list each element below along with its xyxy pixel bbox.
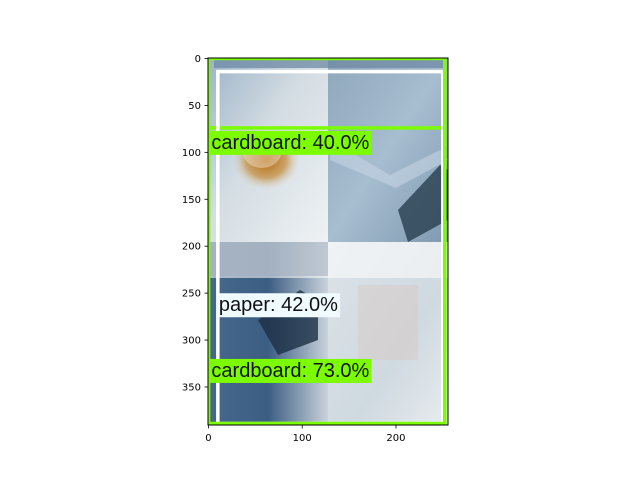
pale-pattern-shape (358, 285, 418, 360)
detection-label-bg (209, 130, 372, 155)
detection-labels: cardboard: 40.0% paper: 42.0% cardboard: 7… (209, 130, 372, 383)
y-tick-label: 250 (182, 289, 201, 300)
detection-label-text: cardboard: 73.0% (211, 360, 369, 382)
y-tick-label: 0 (195, 54, 201, 65)
y-tick-label: 150 (182, 195, 201, 206)
detection-label-bg (216, 293, 341, 318)
detection-label: cardboard: 73.0% (209, 358, 372, 383)
top-strip-shape (214, 60, 444, 68)
x-tick-label: 100 (293, 433, 312, 444)
plastic-crease-shape (398, 165, 448, 242)
x-tick-label: 200 (386, 433, 405, 444)
detection-label-text: cardboard: 40.0% (211, 132, 369, 154)
y-tick-label: 350 (182, 382, 201, 393)
y-tick-label: 300 (182, 336, 201, 347)
white-veil-shape (208, 242, 448, 278)
detection-label: cardboard: 40.0% (209, 130, 372, 155)
plastic-fold-shape (330, 140, 448, 188)
axes-frame (207, 57, 449, 426)
x-tick-label: 0 (205, 433, 211, 444)
detection-label-bg (209, 358, 372, 383)
y-tick-label: 100 (182, 148, 201, 159)
axis-ticks: 0 100 200 0 50 100 150 200 250 300 350 (182, 54, 406, 444)
detection-label: paper: 42.0% (216, 293, 341, 318)
y-tick-label: 200 (182, 242, 201, 253)
y-tick-label: 50 (188, 101, 201, 112)
detection-label-text: paper: 42.0% (219, 294, 338, 316)
